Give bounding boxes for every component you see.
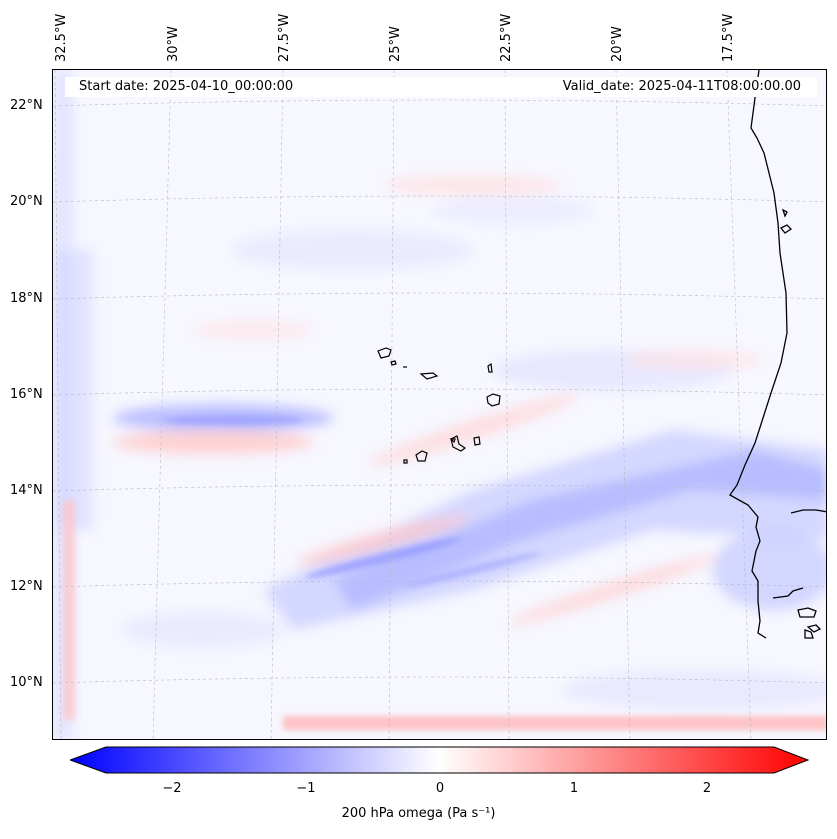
- lon-label-27-5w: 27.5°W: [277, 13, 292, 62]
- colorbar-label: 200 hPa omega (Pa s⁻¹): [341, 806, 496, 821]
- lat-label-18n: 18°N: [10, 291, 43, 306]
- lat-label-14n: 14°N: [10, 483, 43, 498]
- lon-label-30w: 30°W: [166, 26, 181, 62]
- lon-label-25w: 25°W: [388, 26, 403, 62]
- lon-label-22-5w: 22.5°W: [499, 13, 514, 62]
- colorbar-tick: −2: [162, 781, 182, 796]
- lon-label-17-5w: 17.5°W: [721, 13, 736, 62]
- colorbar-tick: −1: [296, 781, 316, 796]
- lat-label-20n: 20°N: [10, 194, 43, 209]
- map-header: Start date: 2025-04-10_00:00:00 Valid_da…: [65, 77, 817, 97]
- lon-label-20w: 20°W: [610, 26, 625, 62]
- cape-verde-islands: [377, 347, 501, 464]
- lat-label-16n: 16°N: [10, 387, 43, 402]
- map-panel[interactable]: Start date: 2025-04-10_00:00:00 Valid_da…: [52, 69, 827, 740]
- colorbar: [70, 746, 810, 774]
- colorbar-tick: 0: [435, 781, 445, 796]
- lat-label-10n: 10°N: [10, 675, 43, 690]
- lon-label-32-5w: 32.5°W: [54, 13, 69, 62]
- colorbar-tick: 2: [702, 781, 712, 796]
- start-date: Start date: 2025-04-10_00:00:00: [79, 79, 294, 94]
- omega-field: [53, 70, 826, 739]
- lat-label-12n: 12°N: [10, 579, 43, 594]
- lat-label-22n: 22°N: [10, 98, 43, 113]
- valid-date: Valid_date: 2025-04-11T08:00:00.00: [562, 79, 801, 94]
- colorbar-tick: 1: [569, 781, 579, 796]
- africa-coastline: [729, 70, 826, 639]
- graticule: [53, 70, 826, 739]
